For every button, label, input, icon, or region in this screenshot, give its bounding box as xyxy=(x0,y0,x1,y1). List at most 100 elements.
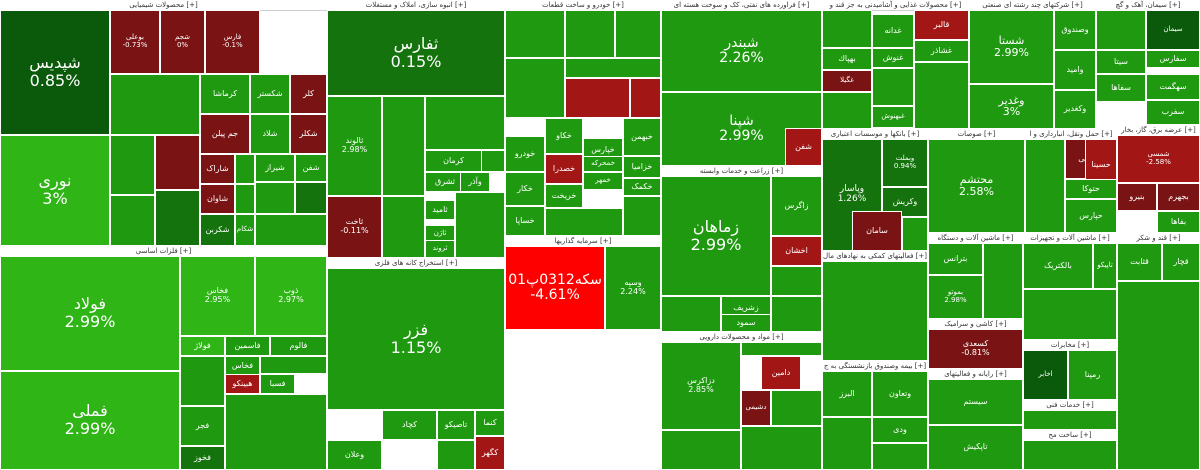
stock-tile[interactable]: شمسی -2.58% xyxy=(1117,135,1200,183)
stock-tile[interactable]: شفن xyxy=(295,154,327,182)
stock-tile[interactable]: کرمان xyxy=(425,150,482,172)
stock-tile[interactable]: سیستم xyxy=(928,379,1023,425)
stock-tile[interactable]: ودی xyxy=(872,417,928,443)
stock-tile[interactable] xyxy=(822,261,928,361)
stock-tile[interactable] xyxy=(565,58,661,78)
stock-tile[interactable]: وعلان xyxy=(327,440,382,470)
stock-tile[interactable]: غبهنوش xyxy=(872,106,914,128)
stock-tile[interactable]: بموتو 2.98% xyxy=(928,275,983,319)
stock-tile[interactable]: اخشان xyxy=(771,236,822,266)
stock-tile[interactable] xyxy=(1023,289,1117,340)
stock-tile[interactable]: البرز xyxy=(822,371,872,417)
sector-16[interactable]: فعالیتهای کمکی به نهادهای مال [+]بورسفرا… xyxy=(822,251,928,361)
stock-tile[interactable]: سفارس xyxy=(1146,50,1200,68)
stock-tile[interactable]: کلر xyxy=(290,74,327,114)
stock-tile[interactable]: شکلر xyxy=(290,114,327,154)
stock-tile[interactable]: غدانه xyxy=(872,14,914,48)
stock-tile[interactable]: فارس -0.1% xyxy=(205,10,260,74)
stock-tile[interactable]: تاپکیش xyxy=(928,425,1023,470)
stock-tile[interactable]: شبندر 2.26% xyxy=(661,10,822,92)
stock-tile[interactable] xyxy=(155,135,200,190)
sector-21[interactable]: کاشی و سرامیک [+]کسعدی-0.81%کساوه xyxy=(928,319,1023,369)
stock-tile[interactable]: ثامید xyxy=(425,200,455,220)
stock-tile[interactable] xyxy=(661,430,741,470)
stock-tile[interactable]: وبملت 0.94% xyxy=(882,139,928,187)
stock-tile[interactable]: وآذر xyxy=(460,172,490,192)
sector-14[interactable]: حمل ونقل، انبارداری و ا [+]حکشتیحسیناحتو… xyxy=(1025,129,1117,233)
stock-tile[interactable]: غنوش xyxy=(872,48,914,68)
stock-tile[interactable]: وتعاون xyxy=(872,371,928,417)
stock-tile[interactable] xyxy=(505,58,565,118)
stock-tile[interactable]: شاوان xyxy=(200,184,235,214)
stock-tile[interactable] xyxy=(110,195,155,246)
stock-tile[interactable] xyxy=(110,135,155,195)
stock-tile[interactable] xyxy=(382,196,425,258)
stock-tile[interactable]: فزر 1.15% xyxy=(327,268,505,410)
stock-tile[interactable] xyxy=(1117,281,1200,470)
stock-tile[interactable]: سیمان xyxy=(1146,10,1200,50)
sector-7[interactable]: فلزات اساسی [+] فولاد 2.99% فملی 2.99% فخاس 2.… xyxy=(0,246,327,470)
stock-tile[interactable] xyxy=(1023,440,1117,470)
stock-tile[interactable]: غشاذر xyxy=(914,40,969,62)
stock-tile[interactable] xyxy=(902,217,928,251)
stock-tile[interactable] xyxy=(260,356,327,374)
stock-tile[interactable]: قالبر xyxy=(914,10,969,40)
sector-1[interactable]: انبوه سازی، املاک و مستغلات [+] ثفارس 0.15… xyxy=(327,0,505,258)
stock-tile[interactable] xyxy=(771,266,822,296)
stock-tile[interactable] xyxy=(155,190,200,246)
stock-tile[interactable]: بهپاك xyxy=(822,48,872,70)
stock-tile[interactable] xyxy=(872,443,928,470)
stock-tile[interactable] xyxy=(382,96,425,196)
stock-tile[interactable]: خمحرکه xyxy=(583,156,623,172)
sector-15[interactable]: عرضه برق، گاز، بخار [+] شمسی -2.58% بجهرم بن… xyxy=(1117,125,1200,233)
sector-9[interactable]: سرمایه گذاریها [+] سکه0312پ01 -4.61% وسپه 2.… xyxy=(505,236,661,330)
stock-tile[interactable]: شیراز xyxy=(255,154,295,182)
sector-12[interactable]: بانکها و موسسات اعتباری [+] وپاسار 1.26% وب… xyxy=(822,129,928,251)
stock-tile[interactable] xyxy=(455,192,505,258)
stock-tile[interactable]: حپارس xyxy=(1065,199,1117,233)
stock-tile[interactable]: زاگرس xyxy=(771,176,822,236)
stock-tile[interactable] xyxy=(180,356,225,406)
stock-tile[interactable]: ثاخت -0.11% xyxy=(327,196,382,258)
stock-tile[interactable]: قثابت xyxy=(1117,243,1162,281)
stock-tile[interactable]: قچار xyxy=(1162,243,1200,281)
stock-tile[interactable] xyxy=(822,92,872,129)
stock-tile[interactable]: شاراک xyxy=(200,154,235,184)
sector-19[interactable]: ماشین آلات و تجهیزات [+] بالکتریک تاپیکو xyxy=(1023,233,1117,340)
stock-tile[interactable]: خبهمن xyxy=(623,118,661,156)
sector-10[interactable]: زراعت و خدمات وابسته [+] زماهان 2.99% زاگرس… xyxy=(661,166,822,332)
sector-8[interactable]: استخراج کانه های فلزی [+] فزر 1.15% کگهر کچا… xyxy=(327,258,505,470)
stock-tile[interactable]: فاسمین xyxy=(225,336,270,356)
stock-tile[interactable]: غگیلا xyxy=(822,70,872,92)
stock-tile[interactable] xyxy=(1023,410,1117,430)
stock-tile[interactable] xyxy=(425,96,505,150)
stock-tile[interactable]: نوری 3% xyxy=(0,135,110,246)
stock-tile[interactable] xyxy=(235,154,255,184)
sector-22[interactable]: بیمه وصندوق بازنشستگی به ج [+] البرز وتعاو… xyxy=(822,361,928,470)
stock-tile[interactable]: ثشرق xyxy=(425,172,465,192)
stock-tile[interactable] xyxy=(822,417,872,470)
stock-tile[interactable]: وسپه 2.24% xyxy=(605,246,661,330)
sector-5[interactable]: شرکتهای چند رشته ای صنعتی [+] شستا 2.99% وغ… xyxy=(969,0,1096,129)
stock-tile[interactable]: بوعلی -0.73% xyxy=(110,10,160,74)
sector-4[interactable]: محصولات غذایی و آشامیدنی به جز قند و [+]… xyxy=(822,0,969,129)
sector-11[interactable]: مواد و محصولات دارویی [+] دزاکرس 2.85% دامی… xyxy=(661,332,822,470)
stock-tile[interactable]: کچاد xyxy=(382,410,437,440)
stock-tile[interactable]: سهگمت xyxy=(1146,74,1200,100)
stock-tile[interactable]: خکار xyxy=(505,172,545,206)
stock-tile[interactable]: شپدیس 0.85% xyxy=(0,10,110,135)
stock-tile[interactable]: هبینکو xyxy=(225,374,260,394)
stock-tile[interactable]: بنیرو xyxy=(1117,183,1157,211)
stock-tile[interactable] xyxy=(771,390,822,426)
stock-tile[interactable] xyxy=(235,184,255,214)
stock-tile[interactable]: فولاد 2.99% xyxy=(0,256,180,371)
stock-tile[interactable]: خساپا xyxy=(505,206,545,236)
stock-tile[interactable]: وکغدیر xyxy=(1054,90,1096,129)
stock-tile[interactable] xyxy=(255,214,327,246)
stock-tile[interactable]: بترانس xyxy=(928,243,983,275)
stock-tile[interactable]: سمود xyxy=(721,314,771,332)
stock-tile[interactable]: رمپنا xyxy=(1068,350,1117,400)
stock-tile[interactable] xyxy=(255,182,295,214)
sector-24[interactable]: مخابرات [+] اخابر رمپنا xyxy=(1023,340,1117,400)
stock-tile[interactable]: ثالوند 2.98% xyxy=(327,96,382,196)
